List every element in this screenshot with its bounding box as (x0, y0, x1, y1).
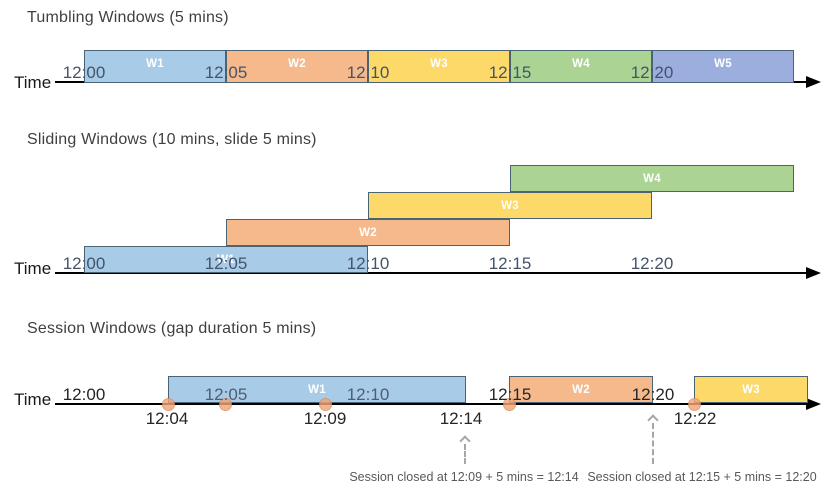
session-annotation-arrow-2-line (652, 423, 654, 464)
sliding-tick-1200: 12:00 (62, 254, 106, 273)
session-tick-1200: 12:00 (62, 385, 106, 404)
session-window-w2-bar: W2 (509, 376, 653, 403)
tumbling-axis-arrowhead-icon (806, 76, 821, 88)
tumbling-window-w4-label: W4 (572, 58, 590, 70)
sliding-tick-1210: 12:10 (346, 254, 390, 273)
tumbling-window-w2-bar: W2 (226, 50, 368, 83)
tumbling-time-axis-label: Time (14, 73, 52, 92)
session-tick-1205: 12:05 (204, 385, 248, 404)
sliding-window-w3-label: W3 (501, 199, 519, 212)
session-tick-1210: 12:10 (346, 385, 390, 404)
tumbling-window-w2-label: W2 (288, 58, 306, 70)
sliding-window-w4-label: W4 (643, 172, 661, 185)
session-tick-1215: 12:15 (488, 385, 532, 404)
session-annotation-text-1: Session closed at 12:09 + 5 mins = 12:14 (349, 470, 579, 484)
session-window-w3-bar: W3 (694, 376, 808, 403)
sliding-window-w2-bar: W2 (226, 219, 510, 246)
session-event-time-1209: 12:09 (303, 409, 347, 428)
session-section-title: Session Windows (gap duration 5 mins) (27, 320, 317, 337)
sliding-section-title: Sliding Windows (10 mins, slide 5 mins) (27, 131, 317, 148)
session-window-w3-label: W3 (742, 383, 760, 396)
tumbling-window-w5-bar: W5 (652, 50, 794, 83)
sliding-tick-1205: 12:05 (204, 254, 248, 273)
tumbling-window-w1-bar: W1 (84, 50, 226, 83)
session-window-w1-label: W1 (308, 383, 326, 396)
session-window-w1-bar: W1 (168, 376, 466, 403)
tumbling-window-w3-label: W3 (430, 58, 448, 70)
session-event-time-1214: 12:14 (439, 409, 483, 428)
session-event-time-1204: 12:04 (145, 409, 189, 428)
sliding-time-axis (55, 272, 809, 274)
session-event-dot-5 (687, 398, 701, 411)
sliding-tick-1220: 12:20 (630, 254, 674, 273)
tumbling-window-w3-bar: W3 (368, 50, 510, 83)
tumbling-tick-1205: 12:05 (204, 63, 248, 82)
tumbling-tick-1210: 12:10 (346, 63, 390, 82)
session-tick-1220: 12:20 (631, 385, 675, 404)
sliding-time-axis-label: Time (14, 259, 52, 278)
session-annotation-text-2: Session closed at 12:15 + 5 mins = 12:20 (587, 470, 817, 484)
sliding-window-w4-bar: W4 (510, 165, 794, 192)
session-annotation-arrow-1-line (464, 444, 466, 464)
sliding-window-w1-label: W1 (217, 253, 235, 266)
session-event-time-1222: 12:22 (673, 409, 717, 428)
session-axis-arrowhead-icon (806, 398, 821, 410)
tumbling-tick-1215: 12:15 (488, 63, 532, 82)
session-event-dot-1 (161, 398, 175, 411)
tumbling-window-w4-bar: W4 (510, 50, 652, 83)
sliding-window-w1-bar: W1 (84, 246, 368, 273)
session-event-dot-3 (318, 398, 332, 411)
tumbling-tick-1220: 12:20 (630, 63, 674, 82)
session-window-w2-label: W2 (572, 383, 590, 396)
tumbling-window-w5-label: W5 (714, 58, 732, 70)
session-event-dot-2 (218, 398, 232, 411)
sliding-axis-arrowhead-icon (806, 267, 821, 279)
session-time-axis-label: Time (14, 390, 52, 409)
sliding-window-w3-bar: W3 (368, 192, 652, 219)
session-event-dot-4 (502, 398, 516, 411)
session-time-axis (55, 403, 809, 405)
sliding-window-w2-label: W2 (359, 226, 377, 239)
tumbling-section-title: Tumbling Windows (5 mins) (27, 9, 229, 26)
tumbling-tick-1200: 12:00 (62, 63, 106, 82)
tumbling-window-w1-label: W1 (146, 58, 164, 70)
sliding-tick-1215: 12:15 (488, 254, 532, 273)
